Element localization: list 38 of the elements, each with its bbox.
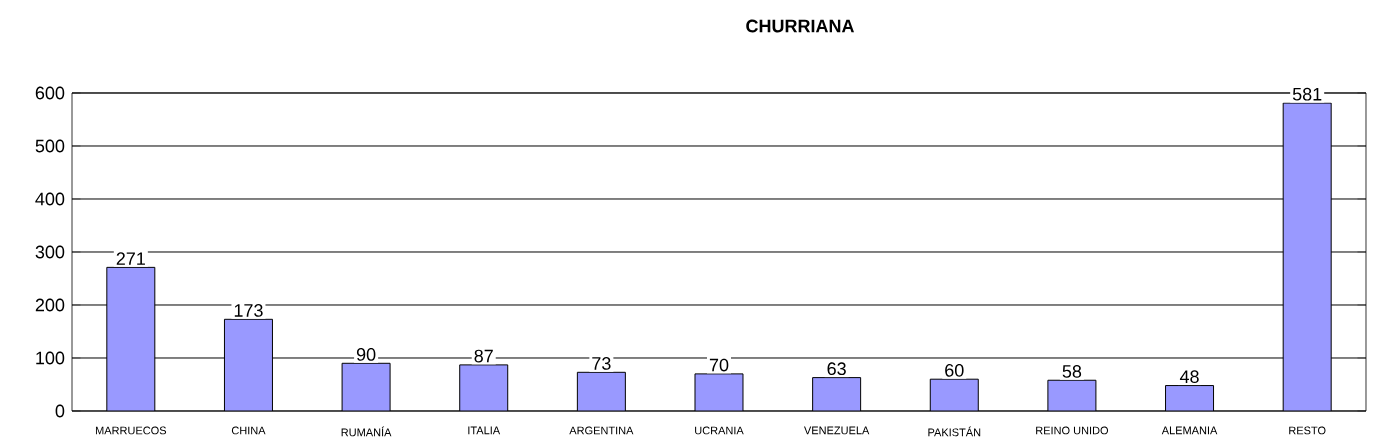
x-tick-label: REINO UNIDO xyxy=(1036,426,1109,435)
y-tick-label: 0 xyxy=(55,404,65,418)
bar xyxy=(812,377,862,412)
bar xyxy=(106,266,156,412)
data-label: 271 xyxy=(116,252,145,265)
x-tick-label: ARGENTINA xyxy=(569,426,634,435)
x-tick-label: VENEZUELA xyxy=(804,426,870,435)
x-tick-label: ALEMANIA xyxy=(1161,426,1218,435)
y-tick-label: 300 xyxy=(35,245,65,259)
x-tick-label: UCRANIA xyxy=(695,426,744,435)
bar xyxy=(223,318,273,412)
data-label: 48 xyxy=(1179,370,1199,384)
data-label: 581 xyxy=(1292,87,1322,101)
y-tick-label: 100 xyxy=(36,351,65,365)
y-tick-label: 500 xyxy=(35,139,65,153)
x-tick-label: RESTO xyxy=(1289,426,1326,435)
data-label: 173 xyxy=(234,304,263,317)
data-label: 70 xyxy=(709,358,729,372)
data-label: 87 xyxy=(474,349,493,363)
x-tick-label: CHINA xyxy=(231,426,266,435)
data-label: 90 xyxy=(356,348,376,361)
x-tick-label: RUMANÍA xyxy=(341,426,392,437)
y-tick-label: 600 xyxy=(35,86,65,100)
x-tick-label: PAKISTÁN xyxy=(928,426,981,437)
data-label: 58 xyxy=(1062,365,1082,378)
data-label: 63 xyxy=(827,362,846,376)
bar xyxy=(694,373,744,412)
data-label: 73 xyxy=(592,357,611,370)
y-tick-label: 200 xyxy=(35,298,65,312)
bar xyxy=(1047,379,1097,412)
x-tick-label: MARRUECOS xyxy=(95,426,167,435)
data-label: 60 xyxy=(945,363,964,377)
bar xyxy=(1165,385,1215,412)
bar xyxy=(576,371,626,412)
x-tick-label: ITALIA xyxy=(468,426,501,435)
y-tick-label: 400 xyxy=(35,192,65,206)
bar xyxy=(929,378,979,412)
chart-title: CHURRIANA xyxy=(746,19,854,33)
